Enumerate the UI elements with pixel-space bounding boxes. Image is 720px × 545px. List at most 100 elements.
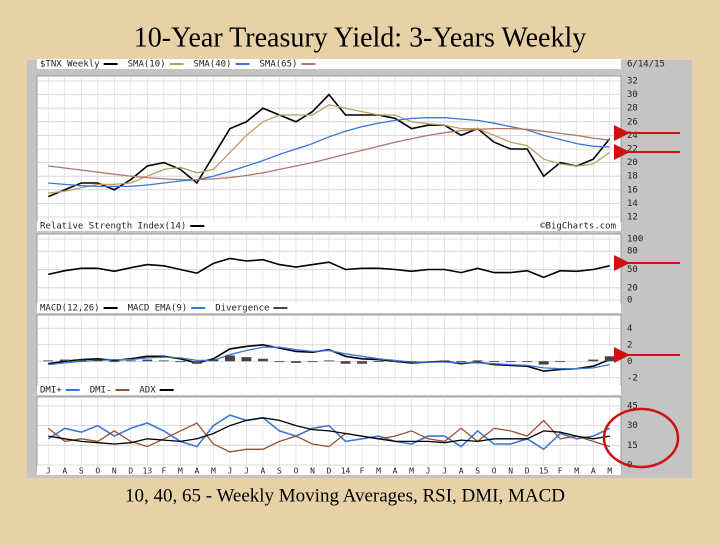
x-axis-row — [37, 466, 621, 475]
y-tick-label: 32 — [627, 77, 638, 87]
series-line — [47, 93, 611, 198]
divergence-bar — [489, 361, 500, 363]
caption: 10, 40, 65 - Weekly Moving Averages, RSI… — [125, 485, 565, 506]
x-tick-label: A — [591, 467, 596, 476]
legend-label: DMI- — [90, 386, 112, 396]
chart-date: 6/14/15 — [627, 60, 665, 70]
series-line — [48, 127, 610, 181]
x-tick-label: 13 — [143, 467, 153, 476]
divergence-bar — [274, 361, 285, 363]
y-tick-label: 30 — [627, 421, 638, 431]
y-tick-label: 28 — [627, 104, 638, 114]
slide-title: 10-Year Treasury Yield: 3-Years Weekly — [134, 22, 586, 53]
x-tick-label: J — [46, 467, 51, 476]
divergence-bar — [439, 360, 450, 362]
x-tick-label: J — [244, 467, 249, 476]
highlight-circle — [602, 407, 680, 469]
divergence-bar — [604, 356, 615, 362]
legend-label: Divergence — [215, 304, 269, 314]
y-tick-label: 45 — [627, 401, 638, 411]
legend-label: Relative Strength Index(14) — [40, 222, 186, 232]
legend-row — [37, 303, 621, 313]
x-tick-label: S — [277, 467, 282, 476]
x-tick-label: A — [393, 467, 398, 476]
divergence-bar — [373, 361, 384, 363]
y-tick-label: -2 — [627, 373, 638, 383]
y-tick-label: 0 — [627, 357, 632, 367]
y-tick-label: 0 — [627, 296, 632, 306]
x-tick-label: F — [360, 467, 365, 476]
divergence-bar — [357, 361, 367, 364]
x-tick-label: J — [442, 467, 447, 476]
series-line — [48, 117, 610, 188]
divergence-bar — [555, 361, 566, 363]
x-tick-label: M — [211, 467, 216, 476]
x-tick-label: 15 — [539, 467, 549, 476]
divergence-bar — [406, 361, 417, 363]
y-tick-label: 26 — [627, 117, 638, 127]
divergence-bar — [241, 357, 252, 362]
x-tick-label: J — [228, 467, 233, 476]
x-tick-label: F — [161, 467, 166, 476]
x-tick-label: A — [261, 467, 266, 476]
series-line — [48, 343, 610, 372]
source: ©BigCharts.com — [540, 222, 616, 232]
divergence-bar — [59, 359, 70, 362]
x-tick-label: N — [112, 467, 117, 476]
legend-label: MACD(12,26) — [40, 304, 100, 314]
legend-label: SMA(40) — [194, 60, 232, 70]
x-tick-label: A — [194, 467, 199, 476]
series-line — [47, 414, 611, 451]
y-tick-label: 22 — [627, 145, 638, 155]
divergence-bar — [224, 355, 235, 362]
y-tick-label: 15 — [627, 441, 638, 451]
divergence-bar — [340, 361, 351, 364]
divergence-bar — [522, 361, 533, 363]
legend-label: SMA(65) — [259, 60, 297, 70]
series-line — [48, 346, 610, 370]
x-tick-label: N — [508, 467, 513, 476]
divergence-bar — [307, 361, 318, 363]
y-tick-label: 80 — [627, 247, 638, 257]
divergence-bar — [390, 361, 401, 363]
legend-row — [37, 221, 621, 231]
x-tick-label: O — [294, 467, 299, 476]
annotations — [602, 125, 680, 469]
divergence-bar — [472, 360, 483, 362]
x-tick-label: M — [409, 467, 414, 476]
y-tick-label: 16 — [627, 185, 638, 195]
y-tick-label: 30 — [627, 90, 638, 100]
x-tick-label: D — [525, 467, 530, 476]
series-line — [48, 257, 610, 279]
y-tick-label: 100 — [627, 235, 643, 245]
y-tick-label: 24 — [627, 131, 638, 141]
divergence-bar — [43, 360, 54, 362]
divergence-bar — [456, 361, 467, 363]
y-tick-label: 50 — [627, 265, 638, 275]
x-tick-label: A — [459, 467, 464, 476]
legend-label: SMA(10) — [128, 60, 166, 70]
legend-row — [37, 59, 621, 69]
x-tick-label: F — [558, 467, 563, 476]
x-tick-label: N — [310, 467, 315, 476]
x-tick-label: S — [79, 467, 84, 476]
x-tick-label: S — [475, 467, 480, 476]
x-tick-label: 14 — [341, 467, 351, 476]
y-tick-label: 18 — [627, 172, 638, 182]
divergence-bar — [109, 361, 120, 363]
x-tick-label: A — [62, 467, 67, 476]
legend-row — [37, 385, 621, 395]
legend-label: MACD EMA(9) — [128, 304, 188, 314]
series-line — [47, 419, 610, 453]
divergence-bar — [92, 359, 103, 362]
legend-label: DMI+ — [40, 386, 62, 396]
divergence-bar — [125, 360, 136, 362]
y-tick-label: 2 — [627, 340, 632, 350]
x-tick-label: M — [376, 467, 381, 476]
divergence-bar — [588, 359, 599, 362]
divergence-bar — [505, 361, 516, 363]
divergence-bar — [158, 360, 169, 362]
x-tick-label: J — [426, 467, 431, 476]
